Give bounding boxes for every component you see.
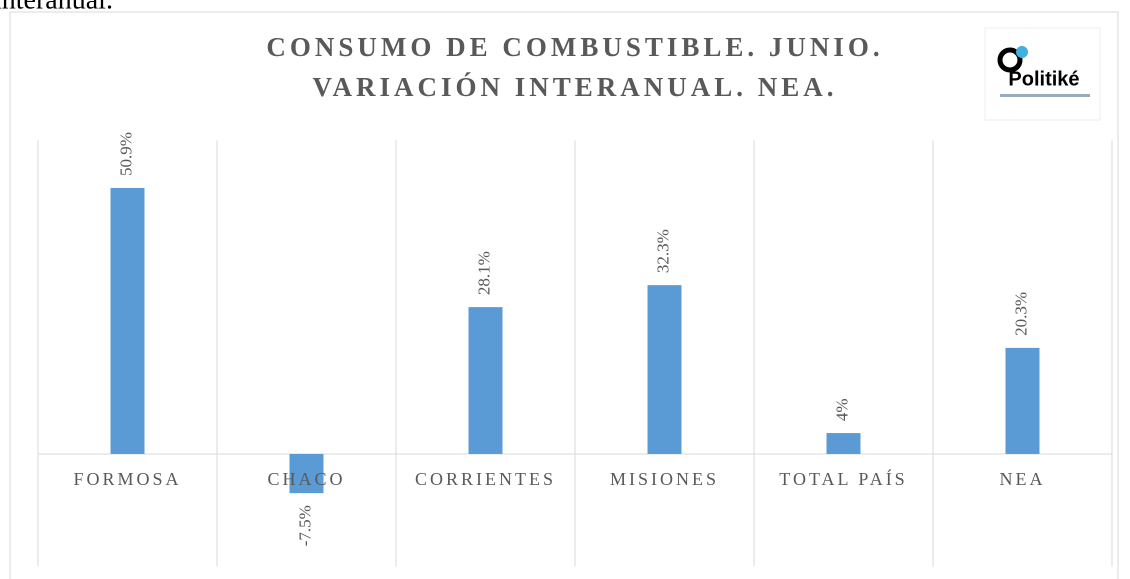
x-tick-label: TOTAL PAÍS (779, 468, 907, 489)
bar (468, 307, 503, 454)
x-tick-label: FORMOSA (73, 469, 181, 489)
x-tick-label: NEA (1000, 469, 1046, 489)
logo-text: Politiké (1008, 68, 1079, 90)
data-label: 32.3% (653, 229, 672, 273)
bar (647, 285, 682, 454)
logo-icon (997, 47, 1023, 73)
chart-title: CONSUMO DE COMBUSTIBLE. JUNIO. (266, 32, 883, 62)
page-text: interanual. (0, 0, 113, 15)
data-label: 20.3% (1011, 292, 1030, 336)
x-tick-label: MISIONES (610, 469, 719, 489)
x-tick-label: CHACO (267, 469, 345, 489)
data-label: 4% (832, 398, 851, 421)
chart-frame (9, 11, 1119, 579)
bar (289, 453, 324, 494)
bar (1005, 347, 1040, 454)
logo-subtitle (1000, 94, 1090, 97)
data-label: 28.1% (474, 251, 493, 295)
logo-box (984, 27, 1101, 121)
bar (826, 433, 861, 454)
logo-icon (1016, 46, 1028, 58)
chart-title: VARIACIÓN INTERANUAL. NEA. (312, 72, 837, 102)
x-tick-label: CORRIENTES (415, 469, 556, 489)
data-label: -7.5% (295, 505, 314, 546)
data-label: 50.9% (116, 132, 135, 176)
logo: Politiké (984, 27, 1101, 121)
bar (110, 187, 145, 454)
